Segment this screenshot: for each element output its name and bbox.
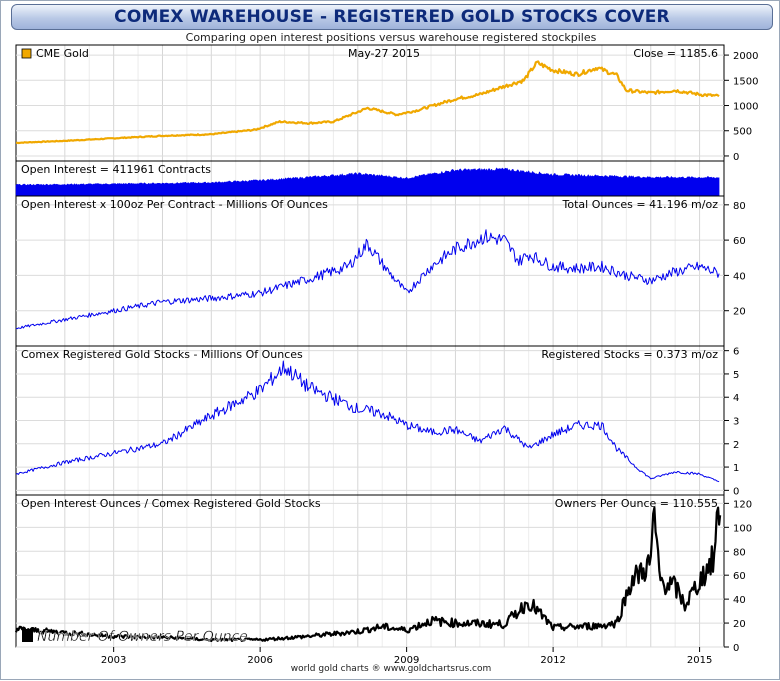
series-line-5 bbox=[14, 506, 722, 642]
y-tick-label: 20 bbox=[733, 307, 746, 318]
page-title: COMEX WAREHOUSE - REGISTERED GOLD STOCKS… bbox=[114, 7, 670, 27]
y-tick-label: 40 bbox=[733, 271, 746, 282]
y-tick-label: 60 bbox=[733, 236, 746, 247]
y-tick-label: 0 bbox=[733, 643, 739, 654]
panel-right-label: Total Ounces = 41.196 m/oz bbox=[562, 198, 719, 211]
panel-5 bbox=[14, 494, 729, 648]
panel-right-label: Owners Per Ounce = 110.555 bbox=[555, 497, 718, 510]
y-tick-label: 40 bbox=[733, 595, 746, 606]
y-tick-label: 3 bbox=[733, 417, 739, 428]
x-tick-label: 2003 bbox=[101, 655, 126, 666]
panel-3 bbox=[15, 195, 729, 347]
y-tick-label: 60 bbox=[733, 571, 746, 582]
open-interest-area bbox=[15, 167, 720, 197]
series-line-3 bbox=[15, 229, 720, 330]
panel-legend-label: Open Interest = 411961 Contracts bbox=[21, 163, 211, 176]
y-tick-label: 0 bbox=[733, 486, 739, 497]
panel-legend-label: Open Interest x 100oz Per Contract - Mil… bbox=[21, 198, 328, 211]
legend-swatch bbox=[21, 48, 32, 59]
y-tick-label: 2 bbox=[733, 440, 739, 451]
annotation-swatch bbox=[22, 629, 33, 642]
y-tick-label: 20 bbox=[733, 619, 746, 630]
x-tick-label: 2015 bbox=[687, 655, 712, 666]
page-subtitle: Comparing open interest positions versus… bbox=[185, 31, 597, 44]
panel-right-label: Registered Stocks = 0.373 m/oz bbox=[541, 348, 718, 361]
y-tick-label: 1500 bbox=[733, 76, 758, 87]
x-tick-label: 2006 bbox=[247, 655, 272, 666]
panel-1 bbox=[15, 44, 729, 162]
y-tick-label: 5 bbox=[733, 370, 739, 381]
y-tick-label: 120 bbox=[733, 499, 752, 510]
y-tick-label: 6 bbox=[733, 347, 739, 358]
credit-footer: world gold charts ® www.goldchartsrus.co… bbox=[290, 664, 492, 674]
y-tick-label: 2000 bbox=[733, 51, 758, 62]
panel-legend-label: Comex Registered Gold Stocks - Millions … bbox=[21, 348, 303, 361]
date-label: May-27 2015 bbox=[348, 47, 420, 60]
y-tick-label: 0 bbox=[733, 152, 739, 163]
close-label: Close = 1185.6 bbox=[633, 47, 718, 60]
owners-annotation: Number Of Owners Per Ounce bbox=[37, 629, 248, 645]
legend-label: CME Gold bbox=[36, 47, 89, 60]
panel-border bbox=[15, 44, 725, 162]
y-tick-label: 1 bbox=[733, 463, 739, 474]
title-banner: COMEX WAREHOUSE - REGISTERED GOLD STOCKS… bbox=[11, 4, 773, 30]
y-tick-label: 1000 bbox=[733, 102, 758, 113]
panel-legend-label: Open Interest Ounces / Comex Registered … bbox=[21, 497, 321, 510]
y-tick-label: 80 bbox=[733, 201, 746, 212]
panel-4 bbox=[15, 345, 729, 496]
x-tick-label: 2012 bbox=[540, 655, 565, 666]
panel-border bbox=[15, 494, 725, 648]
series-line-1 bbox=[16, 60, 720, 145]
y-tick-label: 500 bbox=[733, 127, 752, 138]
y-tick-label: 80 bbox=[733, 547, 746, 558]
y-tick-label: 100 bbox=[733, 523, 752, 534]
series-line-4 bbox=[15, 360, 720, 483]
y-tick-label: 4 bbox=[733, 393, 739, 404]
x-tick-label: 2009 bbox=[394, 655, 419, 666]
